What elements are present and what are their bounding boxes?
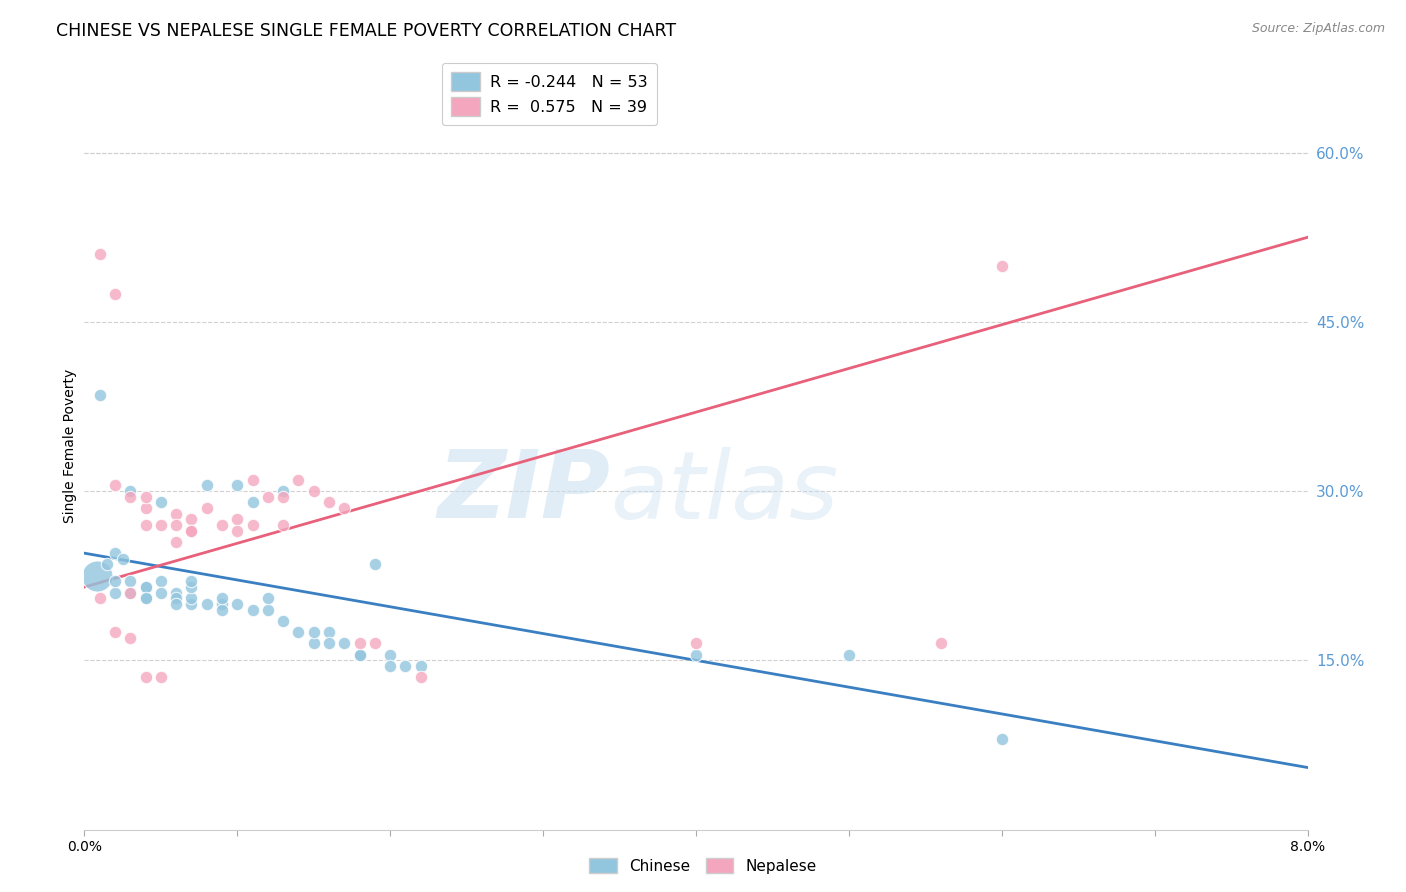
- Point: [211, 597, 233, 611]
- Point: [257, 591, 280, 606]
- Point: [318, 495, 340, 509]
- Point: [149, 585, 172, 599]
- Point: [287, 625, 309, 640]
- Point: [120, 585, 142, 599]
- Point: [257, 602, 280, 616]
- Point: [333, 501, 356, 516]
- Point: [165, 591, 187, 606]
- Point: [180, 597, 202, 611]
- Point: [135, 591, 157, 606]
- Point: [271, 490, 294, 504]
- Point: [271, 518, 294, 533]
- Point: [120, 574, 142, 589]
- Point: [135, 580, 157, 594]
- Point: [349, 636, 371, 650]
- Point: [302, 484, 325, 499]
- Point: [89, 247, 111, 261]
- Point: [211, 591, 233, 606]
- Point: [180, 512, 202, 526]
- Point: [149, 574, 172, 589]
- Point: [409, 659, 432, 673]
- Point: [226, 478, 249, 492]
- Point: [242, 495, 264, 509]
- Point: [318, 625, 340, 640]
- Point: [104, 574, 127, 589]
- Point: [86, 568, 108, 582]
- Point: [149, 518, 172, 533]
- Point: [120, 484, 142, 499]
- Point: [104, 546, 127, 560]
- Point: [111, 551, 134, 566]
- Point: [685, 648, 707, 662]
- Point: [120, 490, 142, 504]
- Point: [180, 580, 202, 594]
- Point: [380, 648, 402, 662]
- Text: ZIP: ZIP: [437, 446, 610, 538]
- Point: [96, 558, 118, 572]
- Y-axis label: Single Female Poverty: Single Female Poverty: [63, 369, 77, 523]
- Text: atlas: atlas: [610, 447, 838, 538]
- Point: [135, 591, 157, 606]
- Point: [242, 602, 264, 616]
- Point: [120, 585, 142, 599]
- Point: [135, 490, 157, 504]
- Point: [104, 478, 127, 492]
- Point: [135, 580, 157, 594]
- Point: [195, 501, 218, 516]
- Point: [685, 636, 707, 650]
- Point: [211, 518, 233, 533]
- Point: [302, 625, 325, 640]
- Point: [180, 574, 202, 589]
- Point: [226, 597, 249, 611]
- Point: [165, 507, 187, 521]
- Point: [318, 636, 340, 650]
- Point: [333, 636, 356, 650]
- Text: Source: ZipAtlas.com: Source: ZipAtlas.com: [1251, 22, 1385, 36]
- Point: [991, 732, 1014, 747]
- Point: [104, 585, 127, 599]
- Point: [838, 648, 860, 662]
- Point: [135, 518, 157, 533]
- Point: [226, 512, 249, 526]
- Point: [349, 648, 371, 662]
- Point: [120, 631, 142, 645]
- Point: [287, 473, 309, 487]
- Point: [349, 648, 371, 662]
- Legend: R = -0.244   N = 53, R =  0.575   N = 39: R = -0.244 N = 53, R = 0.575 N = 39: [441, 62, 657, 125]
- Point: [180, 524, 202, 538]
- Point: [929, 636, 952, 650]
- Point: [271, 614, 294, 628]
- Point: [409, 670, 432, 684]
- Point: [364, 636, 387, 650]
- Point: [135, 670, 157, 684]
- Point: [165, 597, 187, 611]
- Point: [302, 636, 325, 650]
- Point: [89, 388, 111, 402]
- Text: CHINESE VS NEPALESE SINGLE FEMALE POVERTY CORRELATION CHART: CHINESE VS NEPALESE SINGLE FEMALE POVERT…: [56, 22, 676, 40]
- Point: [89, 591, 111, 606]
- Point: [149, 670, 172, 684]
- Legend: Chinese, Nepalese: Chinese, Nepalese: [583, 852, 823, 880]
- Point: [180, 591, 202, 606]
- Point: [257, 490, 280, 504]
- Point: [991, 259, 1014, 273]
- Point: [242, 518, 264, 533]
- Point: [104, 625, 127, 640]
- Point: [195, 597, 218, 611]
- Point: [226, 524, 249, 538]
- Point: [195, 478, 218, 492]
- Point: [104, 286, 127, 301]
- Point: [211, 602, 233, 616]
- Point: [380, 659, 402, 673]
- Point: [394, 659, 416, 673]
- Point: [135, 501, 157, 516]
- Point: [165, 535, 187, 549]
- Point: [242, 473, 264, 487]
- Point: [149, 495, 172, 509]
- Point: [180, 524, 202, 538]
- Point: [165, 585, 187, 599]
- Point: [165, 518, 187, 533]
- Point: [271, 484, 294, 499]
- Point: [364, 558, 387, 572]
